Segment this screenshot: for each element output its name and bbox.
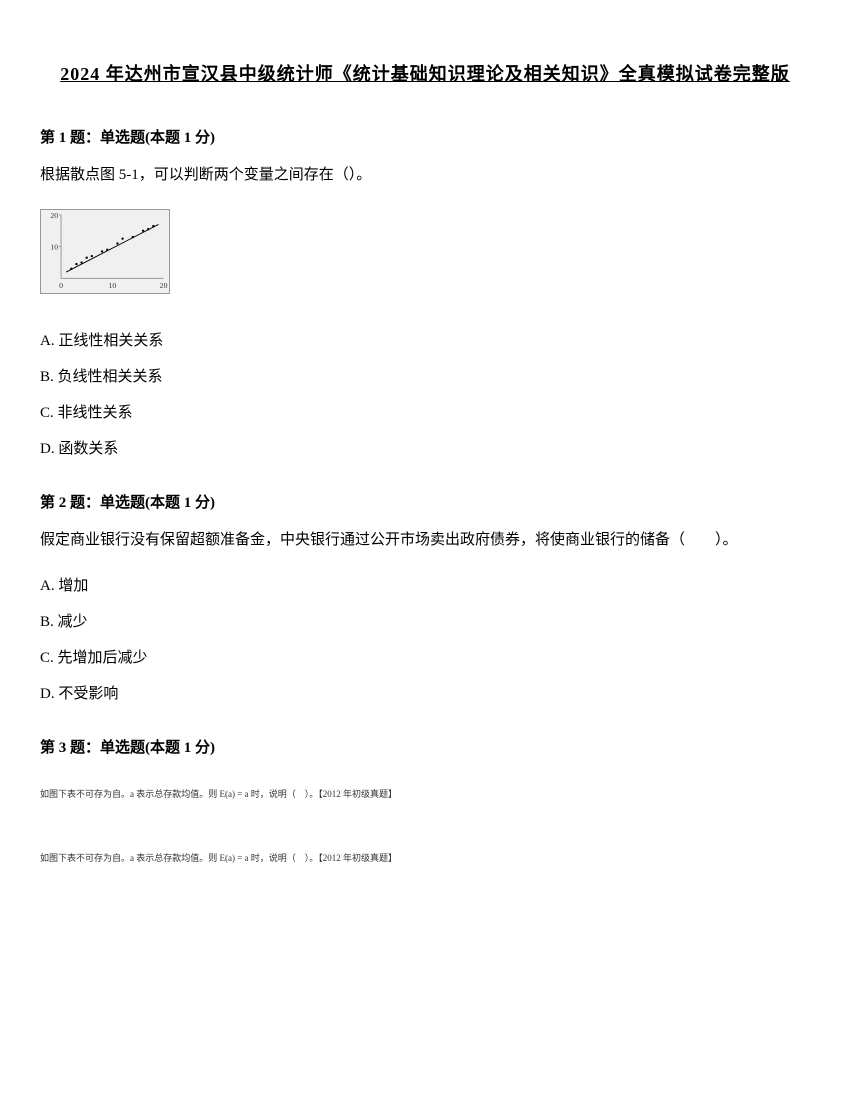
question-2-options: A. 增加 B. 减少 C. 先增加后减少 D. 不受影响 [40,574,810,706]
option-a: A. 正线性相关关系 [40,329,810,353]
question-3-small-text-2: 如图下表不可存为自。a 表示总存款均值。则 E(a) = a 时，说明（ ）。【… [40,851,810,865]
svg-text:20: 20 [160,281,168,290]
svg-text:20: 20 [50,211,58,220]
svg-text:0: 0 [59,281,63,290]
question-3-small-text-1: 如图下表不可存为自。a 表示总存款均值。则 E(a) = a 时，说明（ ）。【… [40,787,810,801]
question-3: 第 3 题：单选题(本题 1 分) 如图下表不可存为自。a 表示总存款均值。则 … [40,736,810,866]
svg-text:10: 10 [50,243,58,252]
svg-text:10: 10 [108,281,116,290]
option-a: A. 增加 [40,574,810,598]
option-c: C. 非线性关系 [40,401,810,425]
question-1-header: 第 1 题：单选题(本题 1 分) [40,126,810,147]
document-title: 2024 年达州市宣汉县中级统计师《统计基础知识理论及相关知识》全真模拟试卷完整… [40,60,810,86]
question-1: 第 1 题：单选题(本题 1 分) 根据散点图 5-1，可以判断两个变量之间存在… [40,126,810,461]
scatter-chart: 10 20 0 10 20 [40,209,170,294]
option-c: C. 先增加后减少 [40,646,810,670]
option-d: D. 不受影响 [40,682,810,706]
question-1-options: A. 正线性相关关系 B. 负线性相关关系 C. 非线性关系 D. 函数关系 [40,329,810,461]
option-b: B. 减少 [40,610,810,634]
option-b: B. 负线性相关关系 [40,365,810,389]
question-2-header: 第 2 题：单选题(本题 1 分) [40,491,810,512]
question-2-text: 假定商业银行没有保留超额准备金，中央银行通过公开市场卖出政府债券，将使商业银行的… [40,527,810,554]
question-3-header: 第 3 题：单选题(本题 1 分) [40,736,810,757]
question-1-text: 根据散点图 5-1，可以判断两个变量之间存在（）。 [40,162,810,189]
question-2: 第 2 题：单选题(本题 1 分) 假定商业银行没有保留超额准备金，中央银行通过… [40,491,810,706]
option-d: D. 函数关系 [40,437,810,461]
